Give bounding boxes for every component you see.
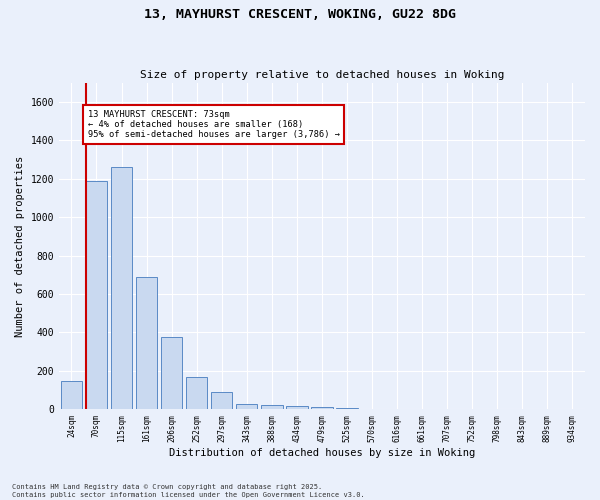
Bar <box>311 408 332 410</box>
Bar <box>286 406 308 410</box>
Bar <box>61 380 82 410</box>
Title: Size of property relative to detached houses in Woking: Size of property relative to detached ho… <box>140 70 504 81</box>
Text: 13 MAYHURST CRESCENT: 73sqm
← 4% of detached houses are smaller (168)
95% of sem: 13 MAYHURST CRESCENT: 73sqm ← 4% of deta… <box>88 110 340 140</box>
Bar <box>111 167 132 410</box>
Bar <box>236 404 257 409</box>
Bar <box>136 276 157 409</box>
Bar <box>211 392 232 409</box>
Bar <box>161 338 182 409</box>
Text: Contains HM Land Registry data © Crown copyright and database right 2025.
Contai: Contains HM Land Registry data © Crown c… <box>12 484 365 498</box>
Bar <box>337 408 358 410</box>
Bar <box>186 376 208 410</box>
Y-axis label: Number of detached properties: Number of detached properties <box>15 156 25 336</box>
Text: 13, MAYHURST CRESCENT, WOKING, GU22 8DG: 13, MAYHURST CRESCENT, WOKING, GU22 8DG <box>144 8 456 20</box>
Bar <box>261 406 283 409</box>
Bar <box>86 180 107 410</box>
X-axis label: Distribution of detached houses by size in Woking: Distribution of detached houses by size … <box>169 448 475 458</box>
